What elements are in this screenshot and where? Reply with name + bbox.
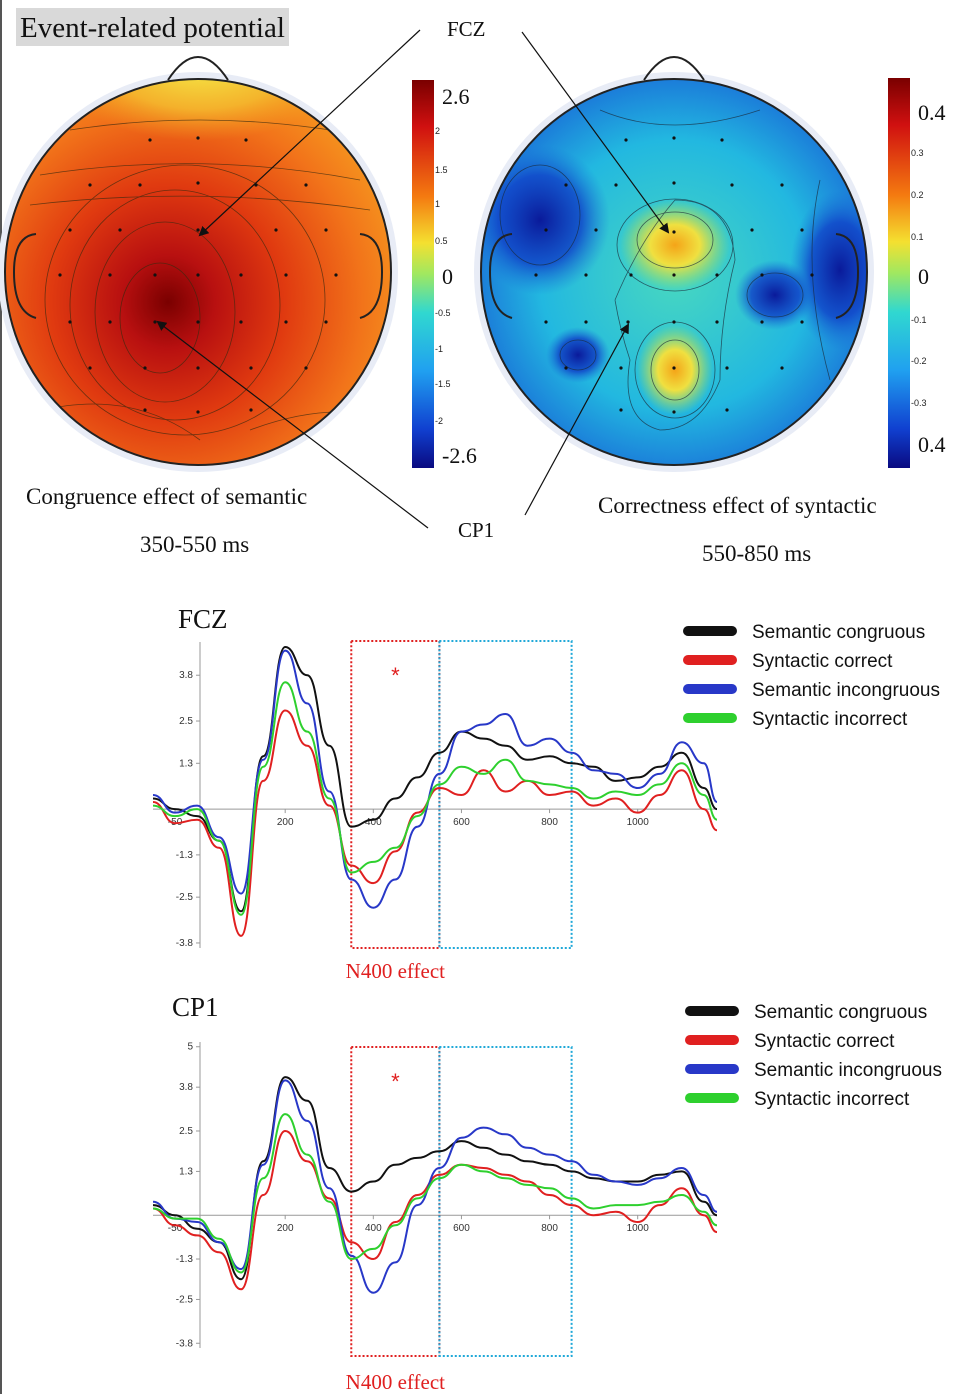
- legend-label: Syntactic correct: [752, 651, 893, 672]
- cbar-a-tick: 1.5: [435, 165, 448, 175]
- x-tick-label: 400: [365, 817, 382, 828]
- y-tick-label: 5: [187, 1042, 193, 1053]
- series-line-syntactic-correct: [152, 709, 718, 937]
- n400-effect-label: N400 effect: [346, 1370, 445, 1394]
- x-tick-label: 800: [541, 1223, 558, 1234]
- left-border: [0, 0, 2, 1394]
- x-tick-label: 800: [541, 817, 558, 828]
- cbar-a-zero: 0: [442, 264, 453, 289]
- page-title: Event-related potential: [16, 8, 289, 46]
- map-caption-syntactic: Correctness effect of syntactic: [598, 493, 877, 518]
- series-line-semantic-incongruous: [152, 1079, 718, 1294]
- cbar-a-tick: 0.5: [435, 236, 448, 246]
- x-tick-label: 400: [365, 1223, 382, 1234]
- legend-label: Syntactic incorrect: [754, 1089, 910, 1110]
- cbar-a-tick: 1: [435, 199, 440, 209]
- y-tick-label: 3.8: [179, 1082, 193, 1093]
- chart-title: CP1: [172, 992, 219, 1022]
- cbar-b-zero: 0: [918, 264, 929, 289]
- cbar-a-tick: -1: [435, 344, 443, 354]
- y-tick-label: -3.8: [176, 938, 194, 949]
- y-tick-label: -3.8: [176, 1338, 194, 1349]
- colorbar-syntactic: 0.3 0.2 0.1 -0.1 -0.2 -0.3 0.4 0 0.4: [888, 78, 946, 468]
- cbar-a-tick: -2: [435, 416, 443, 426]
- cbar-a-tick: -0.5: [435, 308, 451, 318]
- series-line-semantic-congruous: [152, 1076, 718, 1281]
- y-tick-label: 1.3: [179, 1166, 193, 1177]
- chart-title: FCZ: [178, 604, 228, 634]
- topomap-syntactic: [474, 56, 874, 472]
- cbar-a-min: -2.6: [442, 443, 477, 468]
- cbar-a-tick: 2: [435, 126, 440, 136]
- significance-marker: *: [391, 663, 400, 688]
- electrode-pointers: [156, 29, 670, 529]
- cbar-b-tick: 0.2: [911, 190, 924, 200]
- cbar-a-tick: -1.5: [435, 379, 451, 389]
- x-tick-label: 1000: [627, 1223, 650, 1234]
- y-tick-label: -1.3: [176, 850, 194, 861]
- y-tick-label: 1.3: [179, 758, 193, 769]
- topomap-semantic: [0, 56, 398, 472]
- cbar-b-tick: -0.1: [911, 315, 927, 325]
- x-tick-label: 600: [453, 1223, 470, 1234]
- cbar-b-tick: -0.3: [911, 398, 927, 408]
- cbar-b-max: 0.4: [918, 100, 946, 125]
- y-tick-label: -1.3: [176, 1254, 194, 1265]
- legend-label: Semantic congruous: [752, 622, 925, 643]
- legend-label: Syntactic correct: [754, 1031, 895, 1052]
- x-tick-label: 200: [277, 1223, 294, 1234]
- n400-window-box: [350, 1046, 441, 1357]
- y-tick-label: 2.5: [179, 1126, 193, 1137]
- cbar-b-tick: -0.2: [911, 356, 927, 366]
- colorbar-semantic: 2 1.5 1 0.5 -0.5 -1 -1.5 -2 2.6 0 -2.6: [412, 80, 477, 468]
- erp-waveform-charts: FCZ 3.8 2.5 1.3 -1.3 -2.5 -3.8 -50 200 400 600 800 1…: [152, 604, 942, 1394]
- cbar-b-tick: 0.1: [911, 232, 924, 242]
- syntactic-window-box: [438, 1046, 573, 1357]
- legend-label: Syntactic incorrect: [752, 709, 908, 730]
- significance-marker: *: [391, 1069, 400, 1094]
- y-tick-label: -2.5: [176, 892, 194, 903]
- cbar-a-max: 2.6: [442, 84, 470, 109]
- series-line-syntactic-incorrect: [152, 681, 718, 916]
- series-line-semantic-incongruous: [152, 649, 718, 909]
- y-tick-label: -2.5: [176, 1294, 194, 1305]
- electrode-label-fcz: FCZ: [447, 17, 486, 41]
- cbar-b-tick: 0.3: [911, 148, 924, 158]
- topographic-maps: 2 1.5 1 0.5 -0.5 -1 -1.5 -2 2.6 0 -2.6: [0, 29, 946, 529]
- y-tick-label: 2.5: [179, 716, 193, 727]
- y-tick-label: 3.8: [179, 670, 193, 681]
- syntactic-window-box: [438, 640, 573, 949]
- map-caption-semantic: Congruence effect of semantic: [26, 484, 308, 509]
- map-window-semantic: 350-550 ms: [140, 532, 250, 556]
- legend-label: Semantic congruous: [754, 1002, 927, 1023]
- legend-label: Semantic incongruous: [754, 1060, 942, 1081]
- x-tick-label: -50: [168, 1223, 183, 1234]
- legend-label: Semantic incongruous: [752, 680, 940, 701]
- x-tick-label: 600: [453, 817, 470, 828]
- x-tick-label: 1000: [627, 817, 650, 828]
- x-tick-label: 200: [277, 817, 294, 828]
- electrode-label-cp1: CP1: [458, 518, 495, 542]
- n400-effect-label: N400 effect: [346, 959, 445, 983]
- map-window-syntactic: 550-850 ms: [702, 541, 812, 566]
- cbar-b-min: 0.4: [918, 432, 946, 457]
- series-line-syntactic-incorrect: [152, 1113, 718, 1274]
- series-line-syntactic-correct: [152, 1129, 718, 1291]
